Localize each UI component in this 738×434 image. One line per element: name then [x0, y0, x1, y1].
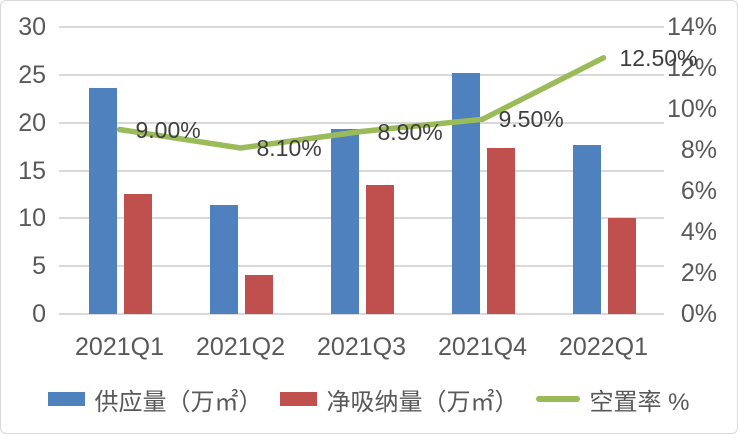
x-axis-label: 2021Q4: [438, 333, 527, 361]
absorption-bar: [365, 184, 394, 314]
left-axis-tick: 25: [18, 60, 46, 89]
gridline: [59, 217, 664, 220]
legend-label: 供应量（万㎡）: [94, 388, 263, 416]
vacancy-line-layer: [116, 55, 607, 151]
legend-color-swatch: [280, 392, 318, 406]
supply-bar: [209, 204, 238, 314]
gridline: [59, 73, 664, 76]
absorption-bar: [244, 274, 273, 314]
absorption-bar: [486, 148, 515, 314]
legend-line-swatch: [536, 396, 581, 402]
gridline: [59, 26, 664, 28]
left-axis-tick: 10: [18, 204, 46, 233]
right-axis-tick: 12%: [666, 54, 717, 82]
supply-bar: [88, 88, 117, 314]
gridline: [59, 265, 664, 268]
right-axis-tick: 4%: [680, 218, 717, 246]
gridline: [59, 121, 664, 124]
right-axis-tick: 0%: [680, 300, 717, 328]
left-axis-tick: 5: [32, 252, 46, 281]
right-axis-tick: 6%: [680, 177, 717, 205]
right-axis-tick: 2%: [680, 259, 717, 287]
supply-bar: [572, 144, 601, 314]
right-axis-tick: 10%: [666, 95, 717, 123]
x-axis-label: 2021Q1: [75, 333, 164, 361]
left-axis-tick: 15: [18, 156, 46, 185]
legend-item: 空置率 %: [536, 382, 690, 417]
absorption-bar: [123, 194, 152, 314]
x-axis-label: 2021Q3: [317, 333, 406, 361]
legend-label: 空置率 %: [589, 388, 690, 416]
vacancy-rate-data-label: 12.50%: [619, 44, 698, 71]
right-axis-tick: 8%: [680, 136, 717, 164]
legend-color-swatch: [48, 392, 86, 406]
vacancy-rate-data-label: 9.50%: [498, 106, 564, 133]
left-axis-tick: 20: [18, 108, 46, 137]
right-axis-tick: 14%: [666, 13, 717, 41]
gridline: [59, 169, 664, 172]
legend-label: 净吸纳量（万㎡）: [326, 388, 519, 416]
vacancy-rate-data-label: 8.10%: [256, 134, 322, 161]
left-axis-tick: 30: [18, 13, 46, 41]
gridline: [59, 313, 664, 315]
x-axis-label: 2022Q1: [559, 333, 648, 361]
x-axis-label: 2021Q2: [196, 333, 285, 361]
supply-bar: [330, 129, 359, 314]
left-axis-tick: 0: [32, 300, 46, 328]
supply-bar: [451, 72, 480, 314]
vacancy-rate-line: [116, 55, 607, 151]
absorption-bar: [607, 218, 636, 314]
vacancy-rate-data-label: 8.90%: [377, 118, 443, 145]
vacancy-rate-data-label: 9.00%: [135, 116, 201, 143]
legend: 供应量（万㎡） 净吸纳量（万㎡） 空置率 %: [1, 382, 737, 417]
legend-item: 净吸纳量（万㎡）: [280, 382, 518, 417]
legend-item: 供应量（万㎡）: [48, 382, 262, 417]
